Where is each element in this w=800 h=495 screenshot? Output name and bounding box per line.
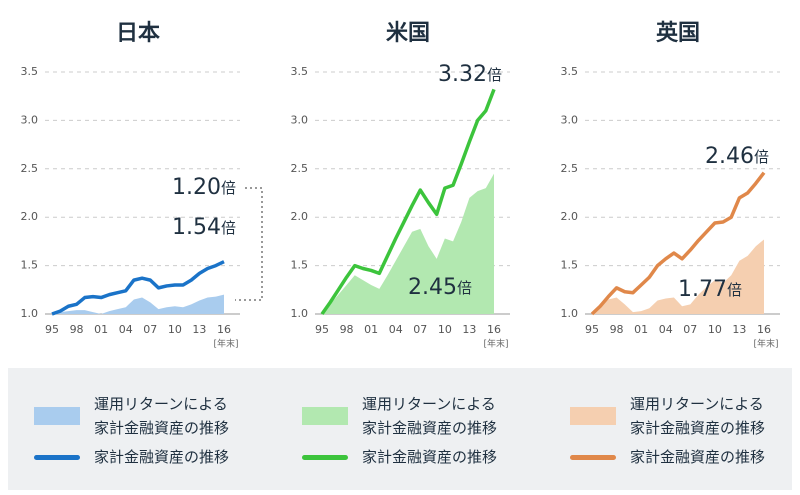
line (51, 260, 225, 316)
annotation-value: 1.77 (678, 277, 727, 302)
x-tick-label: 98 (70, 323, 84, 336)
annotation: 2.45倍 (408, 275, 472, 300)
legend-label: 家計金融資産の推移 (630, 448, 766, 466)
panel-title: 米国 (386, 21, 430, 46)
legend-item: 運用リターンによる家計金融資産の推移 (570, 392, 775, 440)
annotation-value: 2.45 (408, 275, 457, 300)
x-tick-label: 16 (217, 323, 231, 336)
legend-item: 家計金融資産の推移 (302, 445, 507, 469)
annotation: 1.77倍 (678, 277, 742, 302)
annotation-unit: 倍 (221, 179, 236, 197)
legend-swatch (570, 407, 616, 425)
area (322, 173, 494, 314)
y-tick-label: 3.0 (291, 113, 309, 126)
x-axis-label: [年末] (213, 338, 238, 350)
y-tick-label: 2.5 (21, 162, 39, 175)
panel-title: 日本 (116, 21, 160, 46)
x-axis-label: [年末] (483, 338, 508, 350)
legend-swatch (34, 407, 80, 425)
y-tick-label: 3.0 (561, 113, 579, 126)
y-tick-label: 3.5 (561, 65, 579, 78)
y-tick-label: 1.0 (561, 307, 579, 320)
legend-swatch (570, 454, 616, 460)
annotation-unit: 倍 (457, 279, 472, 297)
x-tick-label: 10 (708, 323, 722, 336)
annotation: 1.20倍 (172, 175, 236, 200)
legend-item: 家計金融資産の推移 (34, 445, 239, 469)
annotation-value: 1.54 (172, 215, 221, 240)
line (590, 171, 766, 316)
annotation-value: 2.46 (705, 144, 754, 169)
y-tick-label: 1.0 (21, 307, 39, 320)
panel-title: 英国 (656, 21, 700, 46)
annotation-unit: 倍 (727, 281, 742, 299)
annotation-unit: 倍 (221, 219, 236, 237)
x-tick-label: 95 (315, 323, 329, 336)
legend-item: 家計金融資産の推移 (570, 445, 775, 469)
legend-swatch (302, 407, 348, 425)
y-tick-label: 1.5 (21, 259, 39, 272)
annotation: 2.46倍 (705, 144, 769, 169)
x-tick-label: 10 (168, 323, 182, 336)
x-tick-label: 98 (340, 323, 354, 336)
x-tick-label: 16 (757, 323, 771, 336)
legend-label: 家計金融資産の推移 (94, 448, 230, 466)
y-tick-label: 1.5 (561, 259, 579, 272)
annotation-value: 1.20 (172, 175, 221, 200)
annotation-unit: 倍 (754, 148, 769, 166)
x-tick-label: 04 (659, 323, 673, 336)
y-tick-label: 3.5 (21, 65, 39, 78)
annotation-value: 3.32 (438, 62, 487, 87)
x-tick-label: 95 (45, 323, 59, 336)
legend-swatch (34, 454, 80, 460)
y-tick-label: 2.0 (21, 210, 39, 223)
area (52, 294, 224, 314)
x-tick-label: 16 (487, 323, 501, 336)
x-tick-label: 13 (192, 323, 206, 336)
y-tick-label: 1.0 (291, 307, 309, 320)
x-tick-label: 95 (585, 323, 599, 336)
annotation-unit: 倍 (487, 66, 502, 84)
y-tick-label: 2.5 (561, 162, 579, 175)
y-tick-label: 2.0 (291, 210, 309, 223)
area (592, 239, 764, 314)
y-tick-label: 2.5 (291, 162, 309, 175)
legend-item: 運用リターンによる家計金融資産の推移 (302, 392, 507, 440)
legend (8, 368, 792, 490)
x-tick-label: 13 (462, 323, 476, 336)
x-tick-label: 01 (94, 323, 108, 336)
legend-label: 運用リターンによる家計金融資産の推移 (362, 395, 498, 437)
legend-item: 運用リターンによる家計金融資産の推移 (34, 392, 239, 440)
y-tick-label: 2.0 (561, 210, 579, 223)
x-tick-label: 04 (389, 323, 403, 336)
legend-label: 運用リターンによる家計金融資産の推移 (630, 395, 766, 437)
y-tick-label: 3.0 (21, 113, 39, 126)
legend-label: 運用リターンによる家計金融資産の推移 (94, 395, 230, 437)
y-tick-label: 1.5 (291, 259, 309, 272)
x-tick-label: 07 (683, 323, 697, 336)
line (320, 88, 496, 316)
x-tick-label: 04 (119, 323, 133, 336)
x-tick-label: 13 (732, 323, 746, 336)
x-tick-label: 01 (634, 323, 648, 336)
x-tick-label: 07 (413, 323, 427, 336)
legend-swatch (302, 454, 348, 460)
legend-label: 家計金融資産の推移 (362, 448, 498, 466)
bracket (235, 187, 263, 301)
annotation: 3.32倍 (438, 62, 502, 87)
x-tick-label: 01 (364, 323, 378, 336)
x-axis-label: [年末] (753, 338, 778, 350)
annotation: 1.54倍 (172, 215, 236, 240)
x-tick-label: 10 (438, 323, 452, 336)
x-tick-label: 98 (610, 323, 624, 336)
x-tick-label: 07 (143, 323, 157, 336)
y-tick-label: 3.5 (291, 65, 309, 78)
